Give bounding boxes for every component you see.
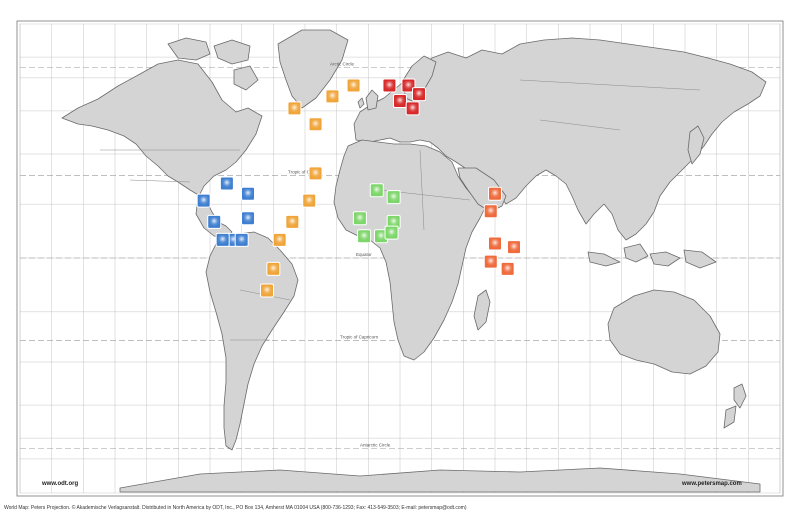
japan-islands	[687, 125, 705, 165]
marker-gloss	[222, 178, 232, 188]
blue-marker[interactable]	[234, 232, 249, 247]
marker-gloss	[372, 185, 382, 195]
antarctic-label: Antarctic Circle	[360, 443, 391, 448]
odt-url[interactable]: www.odt.org	[42, 481, 79, 487]
green-marker[interactable]	[384, 225, 399, 240]
north-america-landmass	[61, 59, 263, 239]
parallel-labels: Arctic Circle Tropic of Cancer Equator Trop…	[288, 61, 391, 447]
new-zealand-islands	[723, 383, 747, 429]
marker-gloss	[199, 196, 209, 206]
blue-marker[interactable]	[196, 193, 211, 208]
marker-gloss	[275, 235, 285, 245]
map-credits: World Map: Peters Projection. © Akademis…	[4, 505, 467, 511]
marker-gloss	[384, 81, 394, 91]
marker-gloss	[209, 217, 219, 227]
marker-gloss	[414, 89, 424, 99]
petersmap-url[interactable]: www.petersmap.com	[682, 481, 742, 487]
orange-marker[interactable]	[302, 193, 317, 208]
landmasses	[61, 29, 767, 493]
arctic-islands	[167, 37, 259, 91]
marker-gloss	[311, 168, 321, 178]
green-marker[interactable]	[357, 229, 372, 244]
marker-gloss	[289, 103, 299, 113]
coral-marker[interactable]	[483, 254, 498, 269]
orange-marker[interactable]	[346, 78, 361, 93]
coral-marker[interactable]	[500, 261, 515, 276]
marker-gloss	[243, 213, 253, 223]
marker-gloss	[503, 264, 513, 274]
green-marker[interactable]	[386, 190, 401, 205]
marker-gloss	[490, 238, 500, 248]
marker-gloss	[408, 103, 418, 113]
blue-marker[interactable]	[207, 214, 222, 229]
marker-gloss	[376, 231, 386, 241]
south-america-landmass	[205, 231, 299, 451]
marker-gloss	[395, 96, 405, 106]
marker-gloss	[262, 286, 272, 296]
antarctica-landmass	[119, 467, 761, 493]
green-marker[interactable]	[374, 229, 388, 244]
marker-gloss	[387, 228, 397, 238]
indonesia-islands	[587, 243, 717, 269]
marker-gloss	[287, 217, 297, 227]
marker-gloss	[403, 81, 413, 91]
madagascar-landmass	[473, 289, 491, 331]
equator-label: Equator	[356, 252, 372, 257]
orange-marker[interactable]	[287, 101, 302, 116]
coral-marker[interactable]	[488, 186, 502, 201]
orange-marker[interactable]	[308, 117, 323, 132]
red-marker[interactable]	[393, 94, 407, 109]
marker-gloss	[304, 196, 314, 206]
marker-gloss	[486, 206, 496, 216]
marker-gloss	[486, 257, 496, 267]
orange-marker[interactable]	[308, 166, 323, 181]
blue-marker[interactable]	[241, 186, 255, 201]
blue-marker[interactable]	[219, 176, 234, 191]
red-marker[interactable]	[401, 78, 416, 93]
marker-gloss	[349, 81, 359, 91]
marker-gloss	[268, 264, 278, 274]
orange-marker[interactable]	[325, 89, 340, 104]
marker-gloss	[509, 242, 519, 252]
coral-marker[interactable]	[483, 204, 498, 219]
orange-marker[interactable]	[266, 261, 281, 276]
red-marker[interactable]	[382, 78, 397, 93]
marker-gloss	[218, 235, 228, 245]
orange-marker[interactable]	[260, 283, 274, 298]
red-marker[interactable]	[412, 87, 426, 102]
marker-gloss	[237, 235, 247, 245]
marker-gloss	[359, 231, 369, 241]
orange-marker[interactable]	[272, 232, 287, 247]
marker-gloss	[311, 119, 321, 129]
blue-marker[interactable]	[215, 232, 230, 247]
coral-marker[interactable]	[507, 240, 521, 255]
marker-gloss	[389, 217, 399, 227]
greenland-landmass	[277, 29, 349, 109]
marker-gloss	[327, 91, 337, 101]
cancer-label: Tropic of Cancer	[288, 169, 322, 174]
marker-layer	[196, 78, 521, 298]
red-marker[interactable]	[405, 101, 420, 116]
arctic-label: Arctic Circle	[330, 61, 354, 66]
marker-gloss	[490, 189, 500, 199]
blue-marker[interactable]	[241, 211, 255, 226]
marker-gloss	[243, 189, 253, 199]
orange-marker[interactable]	[285, 214, 300, 229]
coral-marker[interactable]	[488, 236, 502, 251]
green-marker[interactable]	[352, 211, 367, 226]
capricorn-label: Tropic of Capricorn	[340, 335, 379, 340]
british-isles	[357, 89, 379, 111]
marker-gloss	[355, 213, 365, 223]
border-lines	[100, 79, 701, 341]
marker-gloss	[389, 192, 399, 202]
australia-landmass	[607, 289, 721, 375]
green-marker[interactable]	[369, 183, 384, 198]
